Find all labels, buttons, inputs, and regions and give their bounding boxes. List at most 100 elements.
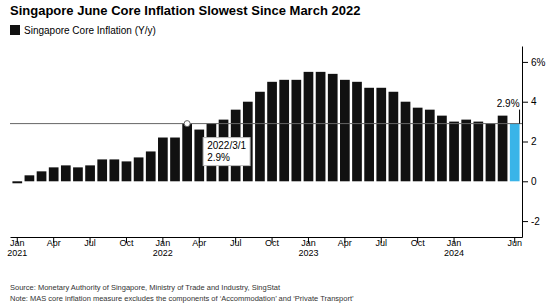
bar bbox=[437, 116, 447, 182]
x-tick-label-line: Apr bbox=[338, 238, 352, 248]
y-tick-mark bbox=[522, 102, 528, 103]
x-tick-label-line: Jan bbox=[156, 238, 171, 248]
x-tick-label-line: Jul bbox=[84, 238, 96, 248]
chart: Singapore June Core Inflation Slowest Si… bbox=[0, 0, 558, 307]
x-tick-label: Oct bbox=[265, 238, 280, 248]
bar bbox=[291, 80, 301, 181]
y-tick-label: 0 bbox=[531, 176, 537, 187]
x-tick-label-line: Jan bbox=[301, 238, 316, 248]
x-tick: Jun bbox=[507, 237, 522, 248]
y-tick: 6% bbox=[522, 57, 546, 68]
annotation-marker bbox=[184, 121, 190, 127]
bar bbox=[425, 110, 435, 182]
reference-label-leader bbox=[519, 110, 520, 124]
bar bbox=[364, 88, 374, 182]
bar bbox=[413, 108, 423, 182]
bar bbox=[122, 161, 132, 181]
bar bbox=[61, 165, 71, 181]
x-tick: Jan2023 bbox=[298, 237, 318, 258]
x-tick-label-line: 2022 bbox=[153, 248, 173, 258]
x-tick-label-line: Jul bbox=[230, 238, 242, 248]
bar bbox=[85, 165, 95, 181]
y-tick-label: 6% bbox=[531, 57, 546, 68]
bar bbox=[449, 122, 459, 182]
bar bbox=[73, 167, 83, 181]
annotation-value: 2.9% bbox=[207, 152, 230, 163]
x-tick-label-line: Apr bbox=[47, 238, 61, 248]
x-tick: Apr bbox=[338, 237, 352, 248]
x-tick: Apr bbox=[47, 237, 61, 248]
annotation-date: 2022/3/1 bbox=[207, 140, 246, 151]
bar bbox=[97, 159, 107, 181]
x-tick: Oct bbox=[411, 237, 426, 248]
x-tick: Jan2022 bbox=[153, 237, 173, 258]
x-tick: Oct bbox=[265, 237, 280, 248]
x-tick-label-line: Jul bbox=[376, 238, 388, 248]
x-tick-label: Jun bbox=[507, 238, 522, 248]
bar bbox=[158, 138, 168, 182]
plot: Jan2021AprJulOctJan2022AprJulOctJan2023A… bbox=[7, 47, 545, 258]
reference-label: 2.9% bbox=[497, 98, 520, 109]
title: Singapore June Core Inflation Slowest Si… bbox=[10, 3, 360, 18]
note: Note: MAS core inflation measure exclude… bbox=[10, 294, 354, 303]
bar bbox=[328, 74, 338, 181]
bar bbox=[170, 138, 180, 182]
reference-line bbox=[10, 123, 522, 124]
x-tick-label: Apr bbox=[338, 238, 352, 248]
bar bbox=[316, 72, 326, 181]
legend: Singapore Core Inflation (Y/y) bbox=[10, 25, 156, 36]
bar bbox=[304, 72, 314, 181]
bar bbox=[389, 92, 399, 182]
bar bbox=[134, 157, 144, 181]
x-tick-label-line: Jan bbox=[10, 238, 25, 248]
x-tick-label-line: 2024 bbox=[444, 248, 464, 258]
source: Source: Monetary Authority of Singapore,… bbox=[10, 283, 281, 292]
bar bbox=[146, 151, 156, 181]
x-tick: Oct bbox=[119, 237, 134, 248]
marks bbox=[10, 72, 522, 183]
bar bbox=[510, 124, 520, 182]
x-tick-label: Jan2021 bbox=[7, 238, 27, 258]
x-tick-label-line: Jun bbox=[507, 238, 522, 248]
x-tick-label-line: 2021 bbox=[7, 248, 27, 258]
bar bbox=[473, 122, 483, 182]
x-tick-label: Jul bbox=[84, 238, 96, 248]
x-tick: Apr bbox=[192, 237, 206, 248]
x-tick: Jul bbox=[84, 237, 96, 248]
annotation-box: 2022/3/12.9% bbox=[203, 138, 250, 166]
x-tick-label: Oct bbox=[119, 238, 134, 248]
y-tick: 2 bbox=[522, 136, 537, 147]
bar bbox=[25, 175, 35, 181]
bar bbox=[109, 159, 119, 181]
x-tick-label-line: Oct bbox=[119, 238, 134, 248]
x-tick-label: Jul bbox=[230, 238, 242, 248]
bar bbox=[267, 82, 277, 181]
bar bbox=[182, 124, 192, 182]
y-axis: -2 0 2 4 6% bbox=[522, 47, 546, 238]
bar bbox=[461, 120, 471, 182]
bar bbox=[486, 124, 496, 182]
y-tick-label: 4 bbox=[531, 96, 537, 107]
y-tick-mark bbox=[522, 62, 528, 63]
y-tick-mark bbox=[522, 142, 528, 143]
bar bbox=[49, 167, 59, 181]
y-tick: -2 bbox=[522, 216, 540, 227]
x-tick-label: Apr bbox=[192, 238, 206, 248]
x-tick: Jan2024 bbox=[444, 237, 464, 258]
x-tick-label-line: Apr bbox=[192, 238, 206, 248]
bar bbox=[255, 92, 265, 182]
y-tick-label: -2 bbox=[531, 216, 540, 227]
x-tick-label-line: Oct bbox=[265, 238, 280, 248]
bar bbox=[352, 82, 362, 181]
x-tick-label: Jul bbox=[376, 238, 388, 248]
y-tick: 4 bbox=[522, 96, 537, 107]
bar bbox=[340, 80, 350, 181]
x-tick: Jul bbox=[230, 237, 242, 248]
y-tick-mark bbox=[522, 221, 528, 222]
x-tick-label: Jan2024 bbox=[444, 238, 464, 258]
x-tick-label: Jan2022 bbox=[153, 238, 173, 258]
y-tick-label: 2 bbox=[531, 136, 537, 147]
annotation-box-frame bbox=[203, 138, 250, 166]
x-tick-label-line: Jan bbox=[447, 238, 462, 248]
legend-label: Singapore Core Inflation (Y/y) bbox=[24, 25, 156, 36]
